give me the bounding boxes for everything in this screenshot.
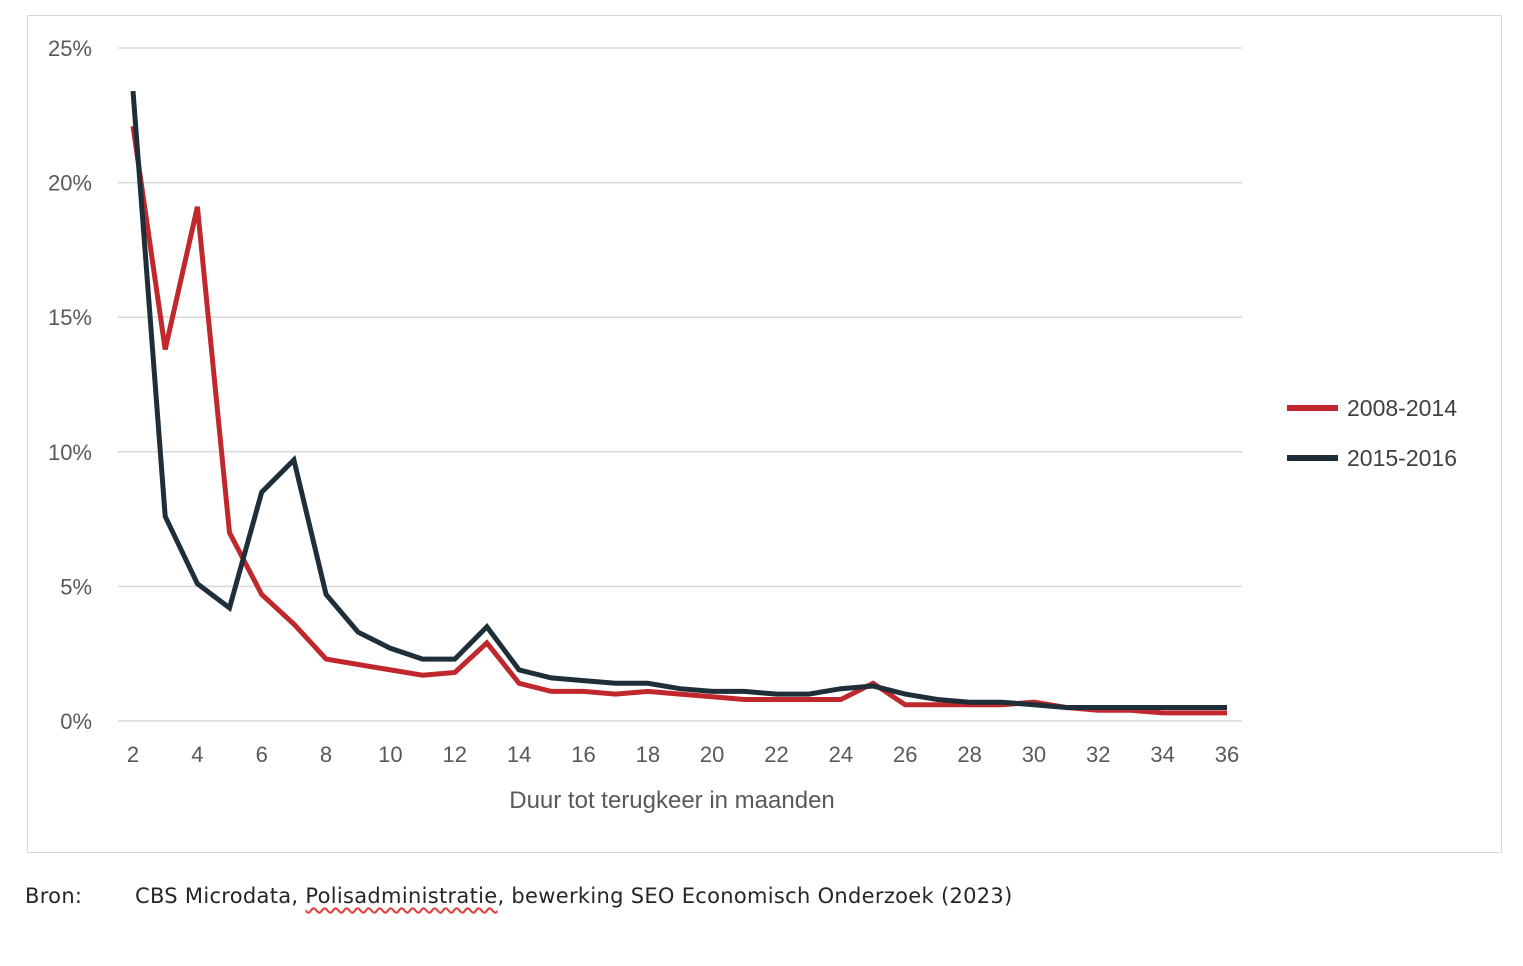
y-axis-ticks: 0% 5% 10% 15% 20% 25%: [48, 36, 92, 734]
source-text-underlined: Polisadministratie: [305, 884, 498, 908]
x-tick-label: 10: [378, 742, 402, 767]
x-tick-label: 22: [764, 742, 788, 767]
legend: 2008-2014 2015-2016: [1287, 395, 1457, 471]
legend-label: 2008-2014: [1347, 395, 1457, 421]
x-axis-ticks: 2 4 6 8 10 12 14 16 18 20 22 24 26 28 30 32 34 36: [127, 742, 1239, 767]
x-tick-label: 36: [1215, 742, 1239, 767]
y-tick-label: 5%: [60, 574, 92, 599]
y-tick-label: 25%: [48, 36, 92, 61]
y-tick-label: 0%: [60, 709, 92, 734]
x-tick-label: 8: [320, 742, 332, 767]
x-tick-label: 16: [571, 742, 595, 767]
series-line-2015-2016: [130, 90, 1227, 710]
x-tick-label: 26: [893, 742, 917, 767]
gridlines: [118, 47, 1242, 722]
x-tick-label: 18: [636, 742, 660, 767]
series-line-2008-2014: [130, 125, 1227, 716]
source-text-end: , bewerking SEO Economisch Onderzoek (20…: [497, 884, 1013, 908]
y-tick-label: 10%: [48, 440, 92, 465]
y-tick-label: 15%: [48, 305, 92, 330]
y-tick-label: 20%: [48, 171, 92, 196]
x-tick-label: 20: [700, 742, 724, 767]
x-tick-label: 28: [957, 742, 981, 767]
source-note: Bron: CBS Microdata, Polisadministratie, …: [25, 884, 1013, 908]
x-tick-label: 6: [256, 742, 268, 767]
x-tick-label: 30: [1022, 742, 1046, 767]
series-lines: [130, 90, 1227, 716]
legend-label: 2015-2016: [1347, 445, 1457, 471]
x-axis-title: Duur tot terugkeer in maanden: [509, 787, 835, 814]
x-tick-label: 2: [127, 742, 139, 767]
x-tick-label: 34: [1150, 742, 1174, 767]
x-tick-label: 12: [443, 742, 467, 767]
x-tick-label: 24: [829, 742, 853, 767]
x-tick-label: 4: [191, 742, 203, 767]
x-tick-label: 14: [507, 742, 531, 767]
chart-frame: [27, 15, 1502, 853]
source-text: CBS Microdata,: [135, 884, 306, 908]
x-tick-label: 32: [1086, 742, 1110, 767]
source-label: Bron:: [25, 884, 83, 908]
